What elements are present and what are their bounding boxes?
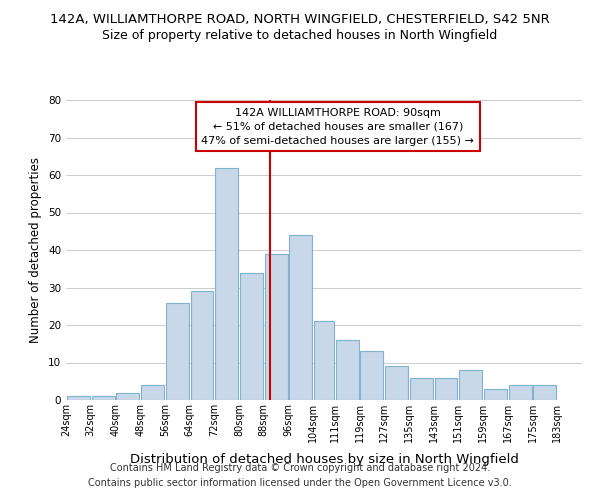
Bar xyxy=(533,385,556,400)
Bar xyxy=(191,291,214,400)
X-axis label: Distribution of detached houses by size in North Wingfield: Distribution of detached houses by size … xyxy=(130,454,518,466)
Bar xyxy=(385,366,408,400)
Bar xyxy=(314,322,334,400)
Bar xyxy=(265,254,287,400)
Bar xyxy=(336,340,359,400)
Y-axis label: Number of detached properties: Number of detached properties xyxy=(29,157,43,343)
Bar xyxy=(434,378,457,400)
Text: 142A WILLIAMTHORPE ROAD: 90sqm
← 51% of detached houses are smaller (167)
47% of: 142A WILLIAMTHORPE ROAD: 90sqm ← 51% of … xyxy=(202,108,475,146)
Bar xyxy=(166,302,188,400)
Bar xyxy=(67,396,90,400)
Bar xyxy=(361,351,383,400)
Bar xyxy=(484,389,507,400)
Text: 142A, WILLIAMTHORPE ROAD, NORTH WINGFIELD, CHESTERFIELD, S42 5NR: 142A, WILLIAMTHORPE ROAD, NORTH WINGFIEL… xyxy=(50,12,550,26)
Bar xyxy=(116,392,139,400)
Bar xyxy=(410,378,433,400)
Bar xyxy=(92,396,115,400)
Bar xyxy=(215,168,238,400)
Bar xyxy=(141,385,164,400)
Text: Contains HM Land Registry data © Crown copyright and database right 2024.
Contai: Contains HM Land Registry data © Crown c… xyxy=(88,462,512,487)
Bar xyxy=(460,370,482,400)
Text: Size of property relative to detached houses in North Wingfield: Size of property relative to detached ho… xyxy=(103,29,497,42)
Bar xyxy=(240,272,263,400)
Bar xyxy=(509,385,532,400)
Bar xyxy=(289,235,312,400)
